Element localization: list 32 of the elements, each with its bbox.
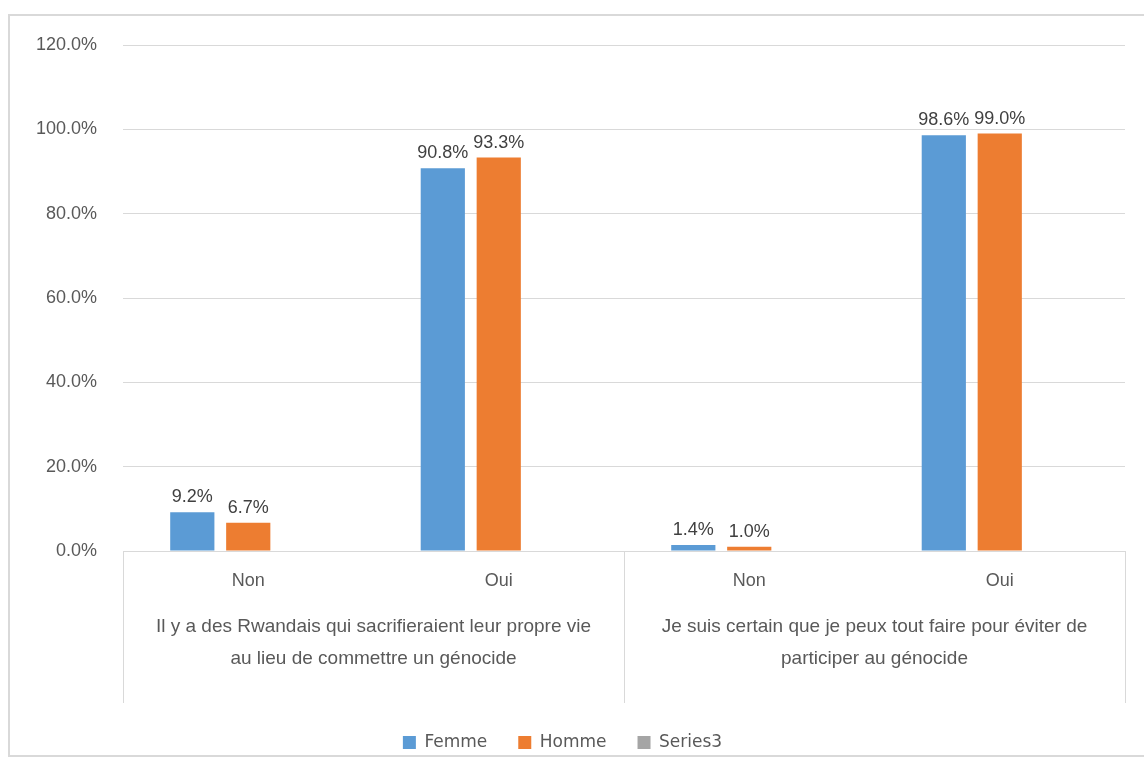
y-tick-label: 60.0%: [45, 286, 97, 307]
x-tick-label: Non: [231, 569, 265, 590]
bar: [226, 522, 271, 551]
data-label: 6.7%: [227, 496, 269, 517]
x-tick-label: Oui: [484, 569, 513, 590]
bar: [921, 135, 966, 551]
legend-label: Series3: [659, 730, 723, 751]
legend-label: Homme: [539, 730, 607, 751]
legend-label: Femme: [424, 730, 488, 751]
x-tick-label: Oui: [985, 569, 1014, 590]
bar: [476, 157, 521, 551]
data-label: 1.0%: [728, 520, 770, 541]
bar: [671, 545, 716, 551]
bar: [420, 168, 465, 551]
text: Il y a des Rwandais qui sacrifieraient leur propre vie au lieu de commettre un génocide: [155, 615, 592, 669]
data-label: 99.0%: [974, 107, 1026, 128]
y-tick-label: 0.0%: [55, 539, 97, 560]
y-tick-label: 120.0%: [35, 33, 97, 54]
y-tick-label: 100.0%: [35, 118, 97, 139]
text: Je suis certain que je peux tout faire pour éviter de participer au génocide: [661, 615, 1088, 669]
y-tick-label: 40.0%: [45, 371, 97, 392]
bar: [170, 512, 215, 551]
y-tick-label: 80.0%: [45, 202, 97, 223]
data-label: 9.2%: [171, 486, 213, 507]
bar: [727, 546, 772, 551]
bar: [977, 133, 1022, 551]
data-label: 98.6%: [918, 109, 970, 130]
x-tick-label: Non: [732, 569, 766, 590]
y-tick-label: 20.0%: [45, 455, 97, 476]
data-label: 1.4%: [672, 519, 714, 540]
data-label: 93.3%: [473, 131, 525, 152]
data-label: 90.8%: [417, 142, 469, 163]
